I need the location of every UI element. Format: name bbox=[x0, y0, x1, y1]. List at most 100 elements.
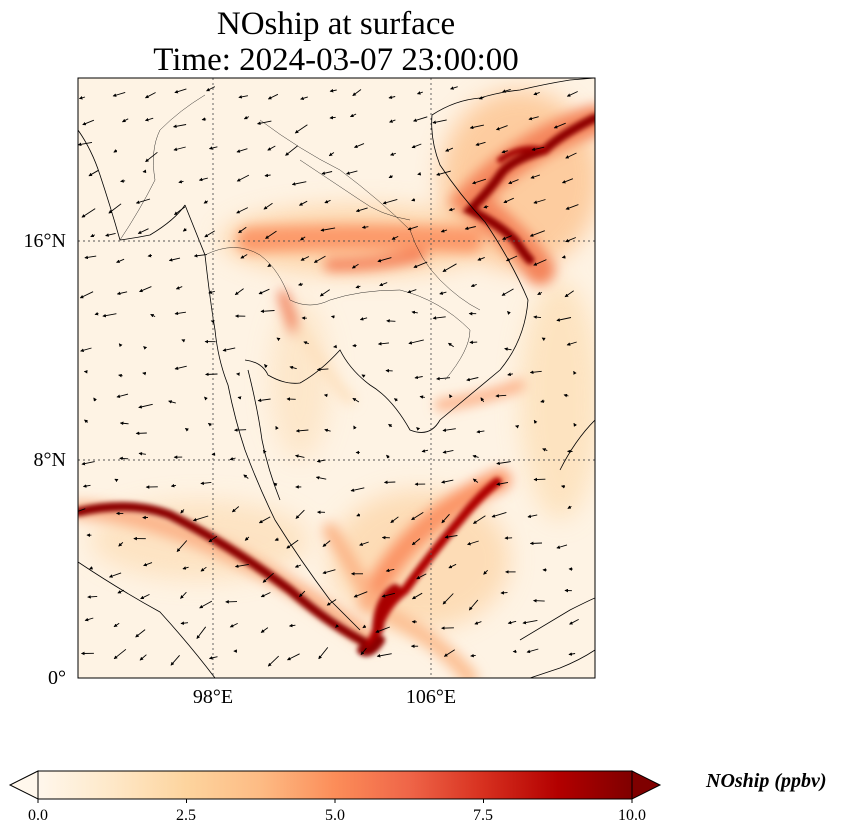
wind-arrow bbox=[568, 652, 576, 656]
wind-arrow bbox=[349, 113, 357, 118]
wind-arrow bbox=[139, 654, 147, 661]
wind-arrow bbox=[480, 397, 485, 403]
wind-arrow bbox=[501, 149, 508, 154]
wind-arrow bbox=[229, 622, 238, 628]
wind-arrow bbox=[495, 125, 508, 131]
wind-arrow bbox=[273, 482, 278, 487]
wind-arrow bbox=[234, 428, 247, 432]
wind-arrow bbox=[138, 451, 146, 456]
wind-arrow bbox=[416, 573, 427, 580]
wind-arrow bbox=[140, 593, 150, 600]
wind-arrow bbox=[200, 481, 212, 486]
wind-arrow bbox=[530, 174, 541, 179]
wind-arrow bbox=[472, 454, 479, 459]
colorbar-label: NOship (ppbv) bbox=[706, 770, 827, 792]
lat-label-0: 0° bbox=[48, 667, 66, 689]
wind-arrow bbox=[391, 235, 399, 240]
wind-arrow bbox=[565, 152, 577, 159]
wind-arrow bbox=[112, 91, 126, 97]
wind-arrow bbox=[502, 88, 511, 93]
wind-arrow bbox=[377, 257, 392, 263]
wind-arrow bbox=[180, 591, 187, 599]
wind-arrow bbox=[208, 290, 215, 294]
wind-arrow bbox=[116, 258, 125, 263]
wind-arrow bbox=[388, 174, 394, 179]
wind-arrow bbox=[313, 255, 326, 263]
wind-arrow bbox=[84, 617, 94, 622]
wind-arrow bbox=[184, 427, 189, 432]
wind-arrow bbox=[231, 506, 240, 513]
wind-arrow bbox=[564, 290, 574, 298]
wind-arrow bbox=[432, 316, 446, 320]
wind-arrow bbox=[102, 313, 117, 318]
wind-arrow bbox=[533, 598, 545, 603]
wind-arrow bbox=[298, 282, 304, 287]
wind-arrow bbox=[113, 622, 120, 628]
wind-arrow bbox=[355, 285, 361, 289]
wind-arrow bbox=[257, 398, 271, 403]
wind-arrow bbox=[472, 478, 479, 483]
wind-arrow bbox=[182, 227, 187, 232]
wind-arrow bbox=[411, 592, 423, 600]
wind-arrow bbox=[472, 178, 487, 185]
wind-arrow bbox=[533, 315, 542, 319]
wind-arrow bbox=[113, 648, 127, 660]
wind-arrow bbox=[573, 422, 577, 427]
wind-arrow bbox=[318, 647, 329, 660]
wind-arrow bbox=[495, 394, 507, 398]
wind-arrow bbox=[176, 540, 188, 553]
wind-arrow bbox=[567, 505, 572, 509]
wind-arrow bbox=[389, 119, 396, 123]
wind-arrow bbox=[448, 342, 454, 348]
wind-arrow bbox=[436, 376, 451, 381]
wind-arrow bbox=[442, 428, 456, 432]
wind-arrow bbox=[81, 461, 95, 466]
wind-arrow bbox=[236, 174, 250, 182]
wind-arrow bbox=[170, 483, 177, 488]
wind-arrow bbox=[267, 145, 276, 151]
wind-arrow bbox=[450, 86, 458, 90]
wind-arrow bbox=[508, 179, 519, 185]
wind-arrow bbox=[362, 624, 367, 629]
wind-arrow bbox=[138, 403, 153, 409]
wind-arrow bbox=[326, 599, 337, 606]
wind-arrow bbox=[496, 481, 509, 486]
wind-arrow bbox=[565, 237, 576, 243]
wind-arrow bbox=[175, 286, 183, 290]
wind-arrow bbox=[442, 449, 454, 454]
wind-arrow bbox=[477, 256, 485, 261]
wind-arrow bbox=[531, 146, 545, 152]
wind-arrow bbox=[199, 600, 213, 609]
wind-arrow bbox=[203, 200, 209, 204]
wind-arrow bbox=[316, 367, 329, 372]
wind-arrow bbox=[359, 541, 369, 546]
wind-arrow bbox=[174, 88, 187, 94]
wind-arrow bbox=[168, 257, 181, 262]
wind-arrow bbox=[390, 516, 399, 523]
wind-arrow bbox=[436, 170, 451, 176]
wind-arrow bbox=[350, 487, 365, 492]
wind-arrow bbox=[569, 619, 579, 625]
wind-arrow bbox=[201, 117, 207, 121]
wind-arrow bbox=[503, 197, 514, 204]
colorbar-extend-max bbox=[631, 770, 662, 800]
wind-arrow bbox=[361, 225, 369, 229]
wind-arrow bbox=[527, 514, 538, 519]
wind-arrow bbox=[180, 509, 185, 514]
wind-arrow bbox=[442, 263, 457, 272]
wind-arrow bbox=[274, 537, 279, 541]
wind-arrow bbox=[515, 424, 519, 429]
wind-arrow bbox=[474, 621, 482, 625]
wind-arrow bbox=[483, 569, 489, 575]
wind-arrow bbox=[379, 282, 388, 287]
wind-arrow bbox=[260, 627, 269, 633]
wind-arrow bbox=[113, 149, 118, 153]
wind-arrow bbox=[300, 96, 308, 100]
wind-arrow bbox=[573, 370, 577, 375]
colorbar-extend-min bbox=[8, 770, 39, 800]
wind-arrow bbox=[359, 317, 368, 321]
wind-arrow bbox=[556, 317, 572, 322]
wind-arrow bbox=[267, 263, 272, 267]
wind-arrow bbox=[507, 620, 517, 625]
wind-arrow bbox=[522, 619, 538, 625]
